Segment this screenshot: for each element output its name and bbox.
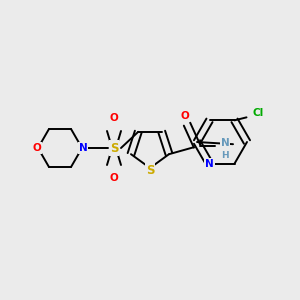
Text: O: O [33, 143, 41, 153]
Text: N: N [220, 138, 230, 148]
Text: O: O [110, 173, 118, 183]
Text: O: O [110, 113, 118, 123]
Text: O: O [181, 111, 189, 121]
Text: N: N [79, 143, 87, 153]
Text: H: H [221, 151, 229, 160]
Text: S: S [146, 164, 154, 176]
Text: S: S [110, 142, 118, 154]
Text: N: N [205, 159, 214, 169]
Text: Cl: Cl [253, 108, 264, 118]
